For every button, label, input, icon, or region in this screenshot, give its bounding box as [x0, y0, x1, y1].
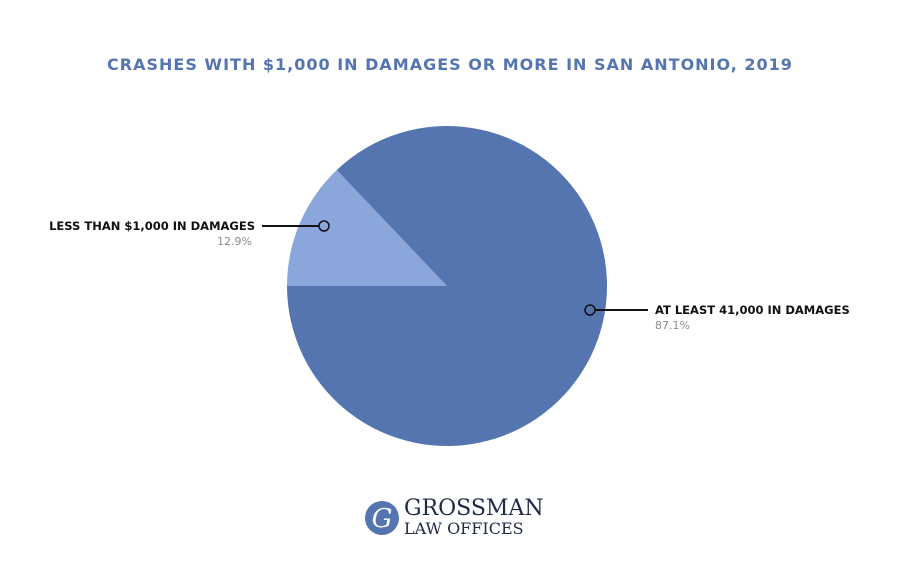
pie-slice-small — [287, 170, 447, 286]
slice-value-small: 12.9% — [217, 235, 252, 248]
leader-dot-small — [318, 220, 330, 232]
company-logo: G GROSSMAN LAW OFFICES — [365, 496, 544, 538]
logo-name: GROSSMAN — [404, 496, 544, 521]
pie-slice-large — [287, 126, 607, 447]
pie-slices — [287, 126, 607, 447]
slice-value-large: 87.1% — [655, 319, 690, 332]
leader-dot-large — [584, 304, 596, 316]
logo-letter: G — [372, 504, 393, 534]
logo-subtitle: LAW OFFICES — [404, 519, 524, 538]
slice-label-large: AT LEAST 41,000 IN DAMAGES — [655, 303, 850, 317]
chart-title: CRASHES WITH $1,000 IN DAMAGES OR MORE I… — [107, 55, 793, 74]
slice-label-group-large: AT LEAST 41,000 IN DAMAGES 87.1% — [584, 303, 850, 332]
logo-emblem — [365, 501, 399, 535]
slice-label-small: LESS THAN $1,000 IN DAMAGES — [49, 219, 255, 233]
slice-label-group-small: LESS THAN $1,000 IN DAMAGES 12.9% — [49, 219, 330, 248]
